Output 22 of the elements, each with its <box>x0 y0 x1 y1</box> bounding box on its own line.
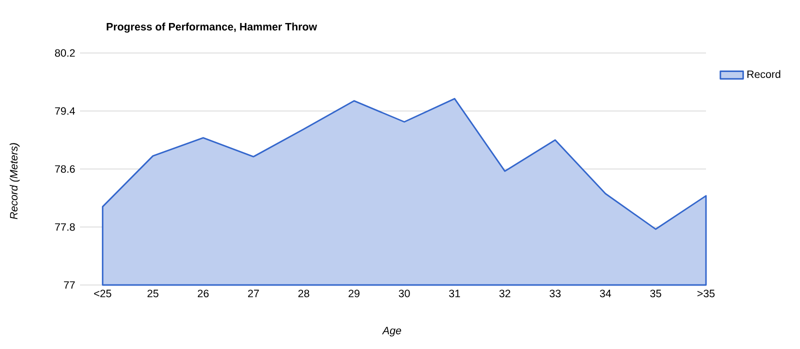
x-axis-title: Age <box>382 326 402 336</box>
x-tick-label: 33 <box>550 290 561 298</box>
x-tick-label: 31 <box>449 290 460 298</box>
x-tick-label: 28 <box>298 290 310 298</box>
x-tick-label: 25 <box>148 290 158 298</box>
x-tick-label: >35 <box>697 290 715 298</box>
y-tick-label: 79.4 <box>55 107 75 115</box>
x-tick-label: 35 <box>650 290 662 298</box>
legend-label: Record <box>747 70 780 78</box>
y-tick-label: 78.6 <box>55 165 75 173</box>
x-tick-label: 34 <box>600 290 612 298</box>
x-tick-label: 27 <box>248 290 259 298</box>
y-tick-label: 80.2 <box>55 49 75 57</box>
x-tick-label: 32 <box>499 290 510 298</box>
x-tick-label: <25 <box>94 290 112 298</box>
chart-title: Progress of Performance, Hammer Throw <box>106 22 318 33</box>
x-tick-label: 26 <box>198 290 209 298</box>
y-tick-label: 77.8 <box>55 223 75 231</box>
x-tick-label: 30 <box>398 290 410 298</box>
y-tick-label: 77 <box>64 281 75 289</box>
x-tick-label: 29 <box>348 290 360 298</box>
y-axis-title: Record (Meters) <box>10 143 20 220</box>
